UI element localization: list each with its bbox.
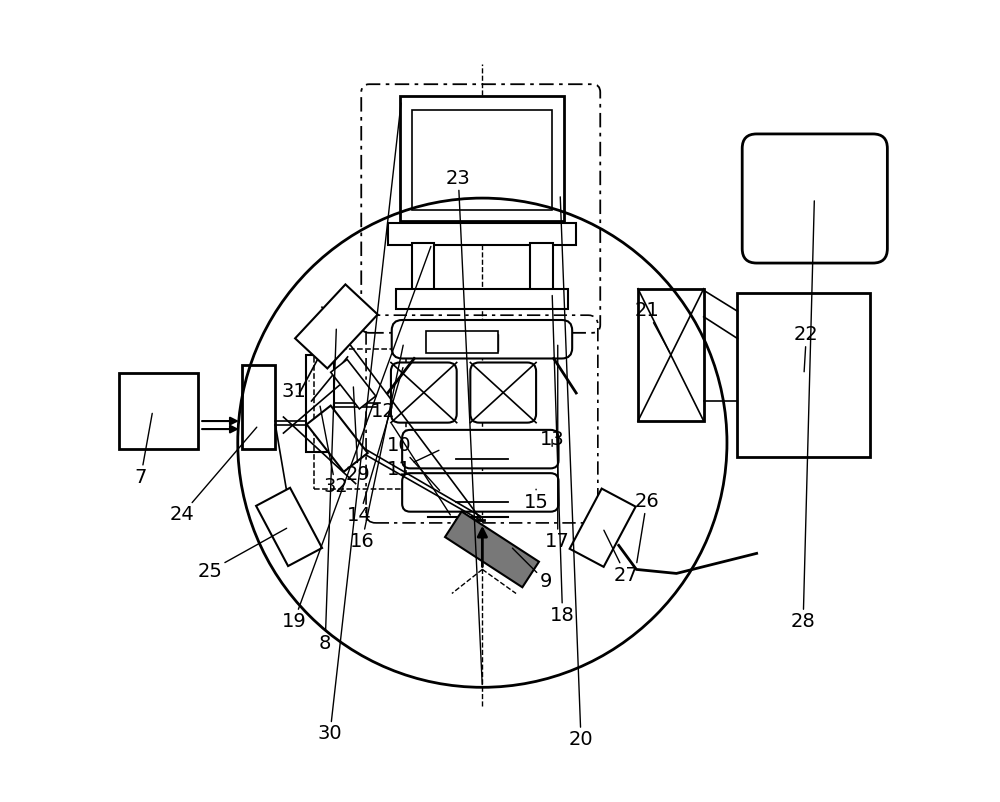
Bar [426,334,498,351]
Text: 10: 10 [387,435,440,490]
Text: 31: 31 [282,381,309,401]
Text: 8: 8 [319,329,336,653]
Text: 26: 26 [634,492,659,563]
Text: 11: 11 [387,450,439,479]
FancyBboxPatch shape [391,363,457,423]
Bar [412,110,552,210]
Text: 20: 20 [560,196,593,749]
FancyBboxPatch shape [392,320,572,358]
Polygon shape [331,359,376,409]
Bar [638,289,704,421]
Bar [412,243,434,293]
Text: 23: 23 [446,168,482,685]
FancyBboxPatch shape [402,430,559,468]
Text: 24: 24 [169,427,257,525]
Text: 16: 16 [350,345,403,551]
Text: 9: 9 [512,548,552,591]
Text: 13: 13 [540,430,565,449]
FancyBboxPatch shape [402,473,559,512]
Bar [400,96,564,221]
Bar [737,293,870,457]
Text: 25: 25 [197,529,287,581]
Polygon shape [295,285,378,368]
Text: 17: 17 [545,345,570,551]
Text: 22: 22 [794,325,819,372]
Polygon shape [307,406,368,472]
Text: 21: 21 [634,301,669,352]
Bar [119,373,198,449]
Text: 28: 28 [791,200,816,631]
Polygon shape [445,512,539,587]
Bar [530,243,553,293]
FancyBboxPatch shape [742,134,887,263]
Text: 15: 15 [524,489,549,512]
Text: 30: 30 [318,103,401,743]
Text: 29: 29 [346,387,370,484]
Bar [388,223,576,245]
Bar [314,349,406,489]
Polygon shape [256,488,322,566]
Bar [242,365,275,449]
Text: 18: 18 [550,295,575,625]
Text: 19: 19 [282,246,431,631]
Polygon shape [570,488,636,567]
Text: 27: 27 [604,530,638,585]
Text: 32: 32 [320,406,348,496]
Text: 7: 7 [135,413,152,487]
Text: 12: 12 [371,402,450,515]
Bar [396,289,568,309]
Text: 14: 14 [347,367,403,525]
Bar [426,331,498,353]
Bar [306,355,334,452]
FancyBboxPatch shape [470,363,536,423]
